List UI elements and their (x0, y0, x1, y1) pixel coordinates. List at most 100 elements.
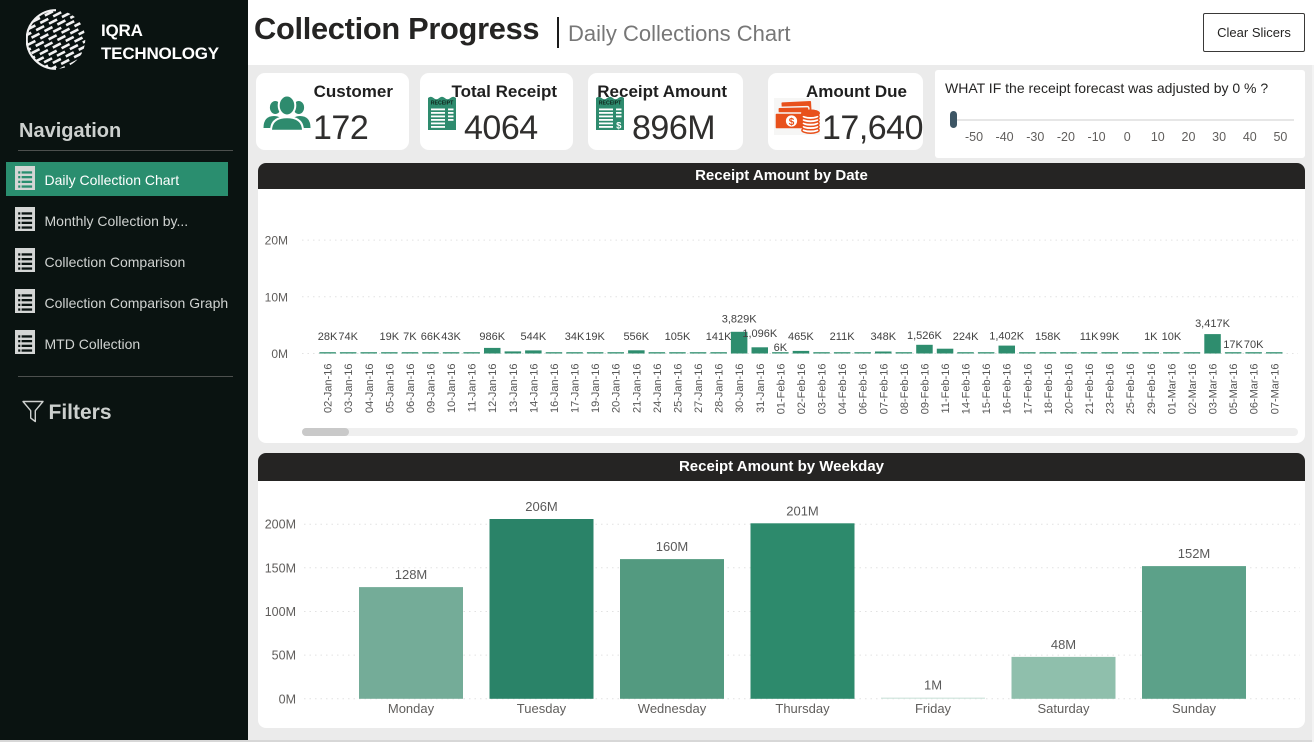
svg-text:66K: 66K (421, 331, 441, 343)
svg-text:18-Feb-16: 18-Feb-16 (1043, 364, 1055, 415)
svg-text:1K: 1K (1144, 331, 1158, 343)
svg-text:74K: 74K (338, 331, 358, 343)
svg-text:02-Jan-16: 02-Jan-16 (323, 364, 335, 414)
svg-text:Saturday: Saturday (1037, 701, 1090, 716)
svg-text:99K: 99K (1100, 331, 1120, 343)
svg-text:465K: 465K (788, 331, 814, 343)
svg-text:0M: 0M (279, 692, 296, 706)
svg-text:08-Feb-16: 08-Feb-16 (899, 364, 911, 415)
svg-text:03-Mar-16: 03-Mar-16 (1208, 364, 1220, 415)
svg-text:1,526K: 1,526K (907, 330, 943, 342)
svg-text:09-Jan-16: 09-Jan-16 (426, 364, 438, 414)
svg-text:556K: 556K (623, 331, 649, 343)
svg-text:10K: 10K (1162, 331, 1182, 343)
svg-text:29-Feb-16: 29-Feb-16 (1146, 364, 1158, 415)
svg-text:01-Mar-16: 01-Mar-16 (1166, 364, 1178, 415)
svg-text:20-Feb-16: 20-Feb-16 (1064, 364, 1076, 415)
svg-text:14-Jan-16: 14-Jan-16 (528, 364, 540, 414)
svg-text:70K: 70K (1244, 339, 1264, 351)
svg-text:1,096K: 1,096K (742, 328, 778, 340)
svg-text:RECEIPT: RECEIPT (431, 101, 454, 107)
svg-text:06-Mar-16: 06-Mar-16 (1249, 364, 1261, 415)
svg-text:224K: 224K (953, 331, 979, 343)
svg-text:RECEIPT: RECEIPT (599, 101, 622, 107)
svg-text:34K: 34K (565, 331, 585, 343)
svg-text:09-Feb-16: 09-Feb-16 (919, 364, 931, 415)
svg-text:158K: 158K (1035, 331, 1061, 343)
svg-text:31-Jan-16: 31-Jan-16 (755, 364, 767, 414)
svg-text:19K: 19K (585, 331, 605, 343)
svg-text:10M: 10M (265, 290, 288, 304)
svg-text:10-Jan-16: 10-Jan-16 (446, 364, 458, 414)
svg-text:100M: 100M (265, 605, 296, 619)
svg-text:348K: 348K (870, 331, 896, 343)
svg-text:03-Jan-16: 03-Jan-16 (343, 364, 355, 414)
svg-text:03-Feb-16: 03-Feb-16 (817, 364, 829, 415)
svg-text:13-Jan-16: 13-Jan-16 (508, 364, 520, 414)
svg-text:986K: 986K (479, 331, 505, 343)
svg-text:206M: 206M (525, 499, 558, 514)
svg-text:7K: 7K (403, 331, 417, 343)
svg-text:Friday: Friday (915, 701, 952, 716)
svg-text:1M: 1M (924, 678, 942, 693)
svg-text:21-Jan-16: 21-Jan-16 (631, 364, 643, 414)
svg-text:05-Jan-16: 05-Jan-16 (384, 364, 396, 414)
svg-text:17-Feb-16: 17-Feb-16 (1022, 364, 1034, 415)
svg-text:$: $ (616, 121, 622, 131)
svg-text:28K: 28K (318, 331, 338, 343)
svg-text:Monday: Monday (388, 701, 435, 716)
svg-text:3,417K: 3,417K (1195, 318, 1231, 330)
svg-text:6K: 6K (774, 342, 788, 354)
svg-text:04-Feb-16: 04-Feb-16 (837, 364, 849, 415)
svg-text:11K: 11K (1080, 331, 1099, 343)
svg-text:05-Mar-16: 05-Mar-16 (1228, 364, 1240, 415)
svg-text:30-Jan-16: 30-Jan-16 (734, 364, 746, 414)
svg-text:105K: 105K (665, 331, 691, 343)
svg-text:19-Jan-16: 19-Jan-16 (590, 364, 602, 414)
svg-text:25-Jan-16: 25-Jan-16 (673, 364, 685, 414)
svg-text:Tuesday: Tuesday (517, 701, 567, 716)
svg-text:11-Jan-16: 11-Jan-16 (467, 364, 479, 413)
svg-text:02-Feb-16: 02-Feb-16 (796, 364, 808, 415)
svg-text:201M: 201M (786, 503, 819, 518)
svg-text:06-Feb-16: 06-Feb-16 (858, 364, 870, 415)
svg-text:50M: 50M (272, 649, 296, 663)
svg-text:19K: 19K (380, 331, 400, 343)
svg-text:43K: 43K (441, 331, 461, 343)
svg-text:160M: 160M (656, 539, 689, 554)
svg-text:Sunday: Sunday (1172, 701, 1217, 716)
svg-text:48M: 48M (1051, 637, 1076, 652)
svg-text:21-Feb-16: 21-Feb-16 (1084, 364, 1096, 415)
svg-text:20M: 20M (265, 234, 288, 248)
svg-text:Wednesday: Wednesday (638, 701, 707, 716)
svg-text:04-Jan-16: 04-Jan-16 (364, 364, 376, 414)
svg-text:544K: 544K (521, 331, 547, 343)
svg-text:$: $ (789, 117, 795, 128)
svg-text:200M: 200M (265, 518, 296, 532)
svg-text:17-Jan-16: 17-Jan-16 (570, 364, 582, 414)
svg-text:24-Jan-16: 24-Jan-16 (652, 364, 664, 414)
svg-text:25-Feb-16: 25-Feb-16 (1125, 364, 1137, 415)
svg-text:Thursday: Thursday (775, 701, 830, 716)
svg-text:23-Feb-16: 23-Feb-16 (1105, 364, 1117, 415)
svg-text:141K: 141K (706, 331, 732, 343)
svg-text:28-Jan-16: 28-Jan-16 (714, 364, 726, 414)
svg-text:152M: 152M (1178, 546, 1211, 561)
svg-text:20-Jan-16: 20-Jan-16 (611, 364, 623, 414)
svg-text:16-Feb-16: 16-Feb-16 (1002, 364, 1014, 415)
svg-text:16-Jan-16: 16-Jan-16 (549, 364, 561, 414)
svg-text:07-Mar-16: 07-Mar-16 (1269, 364, 1281, 415)
svg-text:06-Jan-16: 06-Jan-16 (405, 364, 417, 414)
svg-text:07-Feb-16: 07-Feb-16 (878, 364, 890, 415)
svg-text:15-Feb-16: 15-Feb-16 (981, 364, 993, 415)
svg-text:02-Mar-16: 02-Mar-16 (1187, 364, 1199, 415)
svg-text:01-Feb-16: 01-Feb-16 (775, 364, 787, 415)
svg-text:211K: 211K (830, 331, 856, 343)
svg-text:0M: 0M (271, 347, 288, 361)
svg-text:150M: 150M (265, 561, 296, 575)
svg-text:11-Feb-16: 11-Feb-16 (940, 364, 952, 414)
svg-text:3,829K: 3,829K (722, 314, 758, 326)
svg-text:14-Feb-16: 14-Feb-16 (961, 364, 973, 415)
svg-text:128M: 128M (395, 567, 428, 582)
svg-text:27-Jan-16: 27-Jan-16 (693, 364, 705, 414)
